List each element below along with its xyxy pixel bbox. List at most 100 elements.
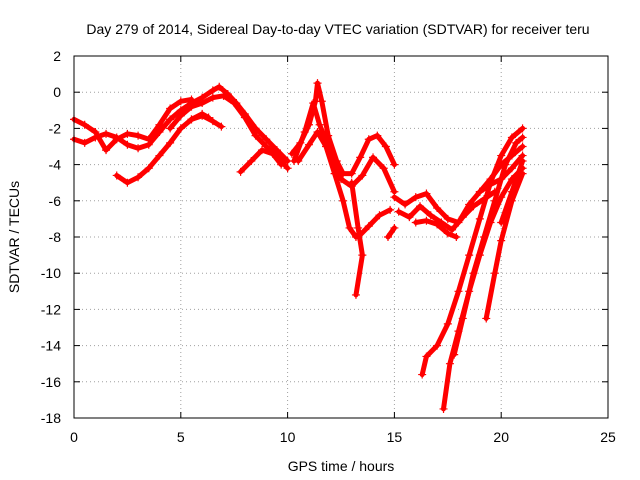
y-tick-label: -6 <box>49 193 62 209</box>
data-point <box>134 144 143 153</box>
data-point <box>364 135 373 144</box>
data-point <box>176 111 185 120</box>
data-point <box>469 269 478 278</box>
data-point <box>497 218 506 227</box>
data-point <box>262 135 271 144</box>
data-point <box>155 128 164 137</box>
data-point <box>443 319 452 328</box>
data-series <box>475 142 527 196</box>
data-point <box>80 120 89 129</box>
data-point <box>230 99 239 108</box>
data-point <box>317 97 326 106</box>
data-point <box>486 175 495 184</box>
data-series <box>411 216 461 241</box>
data-point <box>102 146 111 155</box>
data-point <box>112 133 121 142</box>
series-trace <box>189 113 224 130</box>
y-tick-label: -18 <box>41 410 61 426</box>
data-point <box>354 223 363 232</box>
data-point <box>401 200 410 209</box>
data-point <box>450 350 459 359</box>
data-point <box>475 187 484 196</box>
data-series <box>497 156 527 227</box>
x-tick-label: 25 <box>600 429 616 445</box>
x-tick-label: 10 <box>280 429 296 445</box>
data-point <box>507 151 516 160</box>
data-point <box>102 129 111 138</box>
series-layer <box>70 79 527 413</box>
data-series <box>294 128 360 241</box>
data-point <box>426 211 435 220</box>
data-point <box>166 124 175 133</box>
data-point <box>208 93 217 102</box>
data-point <box>369 153 378 162</box>
data-point <box>208 86 217 95</box>
x-tick-label: 20 <box>493 429 509 445</box>
series-trace <box>451 134 526 358</box>
data-point <box>339 196 348 205</box>
data-point <box>458 213 467 222</box>
data-point <box>482 314 491 323</box>
data-series <box>418 124 527 379</box>
data-series <box>70 82 292 165</box>
data-point <box>422 216 431 225</box>
data-point <box>356 153 365 162</box>
data-point <box>448 225 457 234</box>
data-point <box>390 193 399 202</box>
data-point <box>257 146 266 155</box>
y-tick-label: -2 <box>49 120 62 136</box>
series-trace <box>295 129 359 240</box>
data-point <box>443 229 452 238</box>
data-point <box>322 142 331 151</box>
data-point <box>507 164 516 173</box>
data-point <box>422 189 431 198</box>
x-tick-label: 15 <box>387 429 403 445</box>
series-trace <box>385 225 397 240</box>
data-point <box>123 178 132 187</box>
data-point <box>294 156 303 165</box>
data-point <box>198 99 207 108</box>
data-point <box>208 117 217 126</box>
data-point <box>433 220 442 229</box>
data-point <box>134 131 143 140</box>
data-point <box>247 156 256 165</box>
data-point <box>219 91 228 100</box>
data-point <box>386 205 395 214</box>
data-point <box>416 202 425 211</box>
data-point <box>433 341 442 350</box>
data-point <box>490 269 499 278</box>
data-point <box>144 164 153 173</box>
y-tick-label: -14 <box>41 338 61 354</box>
data-point <box>358 171 367 180</box>
data-point <box>217 122 226 131</box>
data-point <box>512 138 521 147</box>
data-point <box>176 124 185 133</box>
data-point <box>390 223 399 232</box>
data-point <box>358 251 367 260</box>
data-point <box>347 178 356 187</box>
data-point <box>313 79 322 88</box>
data-point <box>123 129 132 138</box>
data-point <box>422 352 431 361</box>
data-point <box>445 359 454 368</box>
series-trace <box>71 96 194 153</box>
data-point <box>347 169 356 178</box>
y-tick-label: -12 <box>41 301 61 317</box>
data-point <box>490 196 499 205</box>
data-series <box>450 133 527 359</box>
data-point <box>475 214 484 223</box>
data-point <box>304 140 313 149</box>
data-point <box>375 211 384 220</box>
data-point <box>418 370 427 379</box>
data-point <box>465 251 474 260</box>
data-series <box>383 223 399 241</box>
series-trace <box>355 207 393 240</box>
y-tick-label: -16 <box>41 374 61 390</box>
data-point <box>433 204 442 213</box>
data-point <box>469 202 478 211</box>
x-tick-label: 0 <box>70 429 78 445</box>
data-point <box>123 140 132 149</box>
data-point <box>187 102 196 111</box>
data-point <box>518 142 527 151</box>
data-point <box>443 214 452 223</box>
